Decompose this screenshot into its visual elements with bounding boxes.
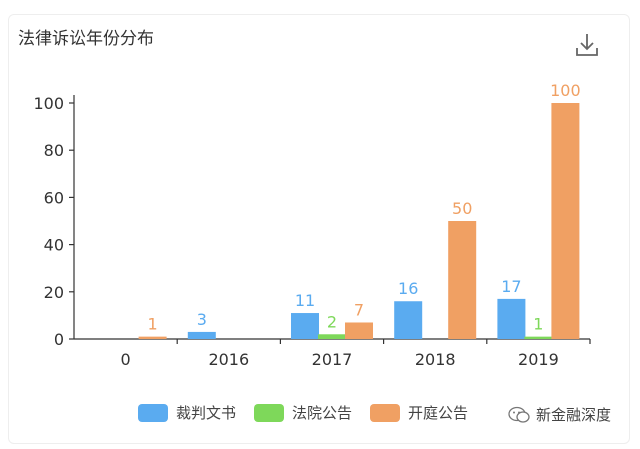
data-label: 3 xyxy=(197,310,207,329)
bar xyxy=(187,331,216,339)
data-label: 17 xyxy=(501,277,521,296)
bar xyxy=(448,221,477,339)
bar xyxy=(345,322,373,339)
legend-swatch-judgments xyxy=(138,403,168,422)
y-tick-label: 20 xyxy=(44,283,64,302)
bar xyxy=(138,336,167,339)
x-tick-label: 2016 xyxy=(208,350,249,369)
download-icon[interactable] xyxy=(574,32,600,58)
bar xyxy=(394,301,423,339)
data-label: 100 xyxy=(550,81,581,100)
bar xyxy=(551,103,580,339)
watermark-text: 新金融深度 xyxy=(536,406,612,424)
legend: 裁判文书 法院公告 开庭公告 xyxy=(138,402,468,423)
y-tick-label: 60 xyxy=(44,188,64,207)
x-tick-label: 2019 xyxy=(518,350,559,369)
legend-swatch-hearing-notices xyxy=(370,403,401,422)
x-tick-label: 0 xyxy=(121,350,131,369)
x-tick-label: 2017 xyxy=(312,350,353,369)
data-label: 1 xyxy=(148,315,158,334)
wechat-icon xyxy=(508,406,530,423)
watermark: 新金融深度 xyxy=(508,404,611,425)
legend-label-court-notices: 法院公告 xyxy=(292,404,353,422)
data-label: 7 xyxy=(354,300,364,319)
bar xyxy=(497,298,526,339)
y-tick-label: 100 xyxy=(33,94,64,113)
y-tick-label: 40 xyxy=(44,236,64,255)
bar xyxy=(524,336,553,339)
bar xyxy=(291,313,319,339)
data-label: 50 xyxy=(452,199,472,218)
data-label: 2 xyxy=(327,312,337,331)
legend-label-hearing-notices: 开庭公告 xyxy=(408,404,469,422)
chart-card xyxy=(8,14,630,444)
legend-swatch-court-notices xyxy=(254,403,285,422)
data-label: 1 xyxy=(533,315,543,334)
legend-item-court-notices[interactable]: 法院公告 xyxy=(254,402,352,423)
x-tick-label: 2018 xyxy=(415,350,456,369)
bar xyxy=(318,334,346,339)
chart-title: 法律诉讼年份分布 xyxy=(18,29,154,49)
data-label: 16 xyxy=(398,279,418,298)
legend-item-judgments[interactable]: 裁判文书 xyxy=(138,402,236,423)
legend-label-judgments: 裁判文书 xyxy=(176,404,237,422)
data-label: 11 xyxy=(295,291,315,310)
y-tick-label: 0 xyxy=(54,330,64,349)
legend-item-hearing-notices[interactable]: 开庭公告 xyxy=(370,402,468,423)
y-tick-label: 80 xyxy=(44,141,64,160)
